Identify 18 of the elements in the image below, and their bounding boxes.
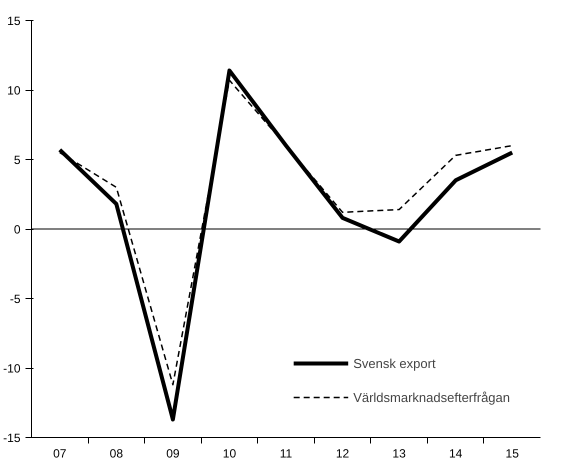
y-tick-label: 0 bbox=[14, 222, 21, 236]
y-tick-label: -15 bbox=[3, 431, 21, 445]
legend-label: Svensk export bbox=[353, 356, 436, 370]
x-tick-label: 10 bbox=[222, 446, 236, 460]
x-tick-label: 15 bbox=[506, 446, 520, 460]
x-tick-label: 08 bbox=[110, 446, 124, 460]
y-tick-label: 10 bbox=[7, 84, 21, 98]
x-tick-label: 07 bbox=[53, 446, 67, 460]
y-tick-label: -10 bbox=[3, 362, 21, 376]
y-tick-label: 5 bbox=[14, 153, 21, 167]
x-tick-label: 09 bbox=[166, 446, 180, 460]
x-tick-label: 12 bbox=[336, 446, 350, 460]
y-tick-label: -5 bbox=[10, 292, 21, 306]
x-tick-label: 11 bbox=[280, 446, 293, 460]
x-tick-label: 14 bbox=[448, 446, 463, 460]
y-tick-label: 15 bbox=[7, 14, 21, 28]
legend-label: Världsmarknadsefterfrågan bbox=[353, 390, 510, 404]
x-tick-label: 13 bbox=[392, 446, 406, 460]
